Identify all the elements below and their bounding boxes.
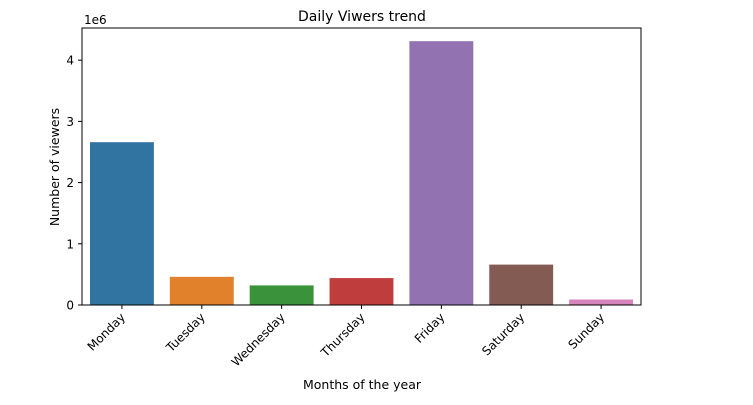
chart-title: Daily Viwers trend [298, 9, 426, 25]
y-tick-label: 1 [66, 237, 74, 251]
bars-layer [89, 41, 634, 305]
y-tick-label: 0 [66, 299, 74, 313]
plot-frame [81, 27, 642, 306]
bar-monday [89, 142, 154, 305]
x-tick-label: Monday [85, 310, 128, 353]
bar-tuesday [169, 276, 234, 305]
y-tick-label: 3 [66, 115, 74, 129]
bar-friday [409, 41, 474, 305]
x-axis-title: Months of the year [303, 377, 422, 392]
x-tick-label: Saturday [479, 310, 527, 358]
x-tick-label: Tuesday [163, 310, 208, 355]
y-offset-label: 1e6 [84, 13, 107, 27]
y-tick-label: 4 [66, 54, 74, 68]
bar-thursday [329, 278, 394, 305]
x-tick-label: Thursday [318, 310, 368, 360]
bar-saturday [489, 264, 554, 305]
x-tick-label: Friday [412, 310, 448, 346]
bar-wednesday [249, 285, 314, 305]
y-tick-label: 2 [66, 176, 74, 190]
y-axis-title: Number of viewers [47, 108, 62, 226]
x-tick-label: Wednesday [229, 310, 288, 369]
x-tick-label: Sunday [566, 310, 608, 352]
bar-sunday [569, 299, 634, 305]
x-axis: Monday Tuesday Wednesday Thursday Friday Satu… [85, 305, 608, 369]
y-axis: 0 1 2 3 4 [66, 54, 82, 313]
